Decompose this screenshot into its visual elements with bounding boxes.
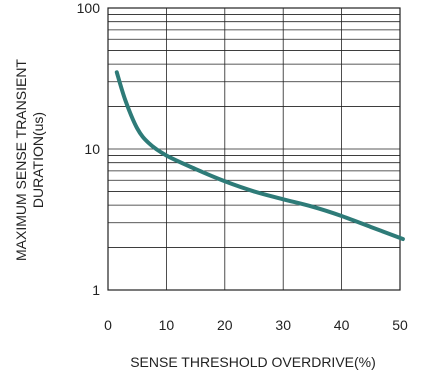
y-tick-label: 1 — [92, 282, 100, 298]
grid-lines — [108, 8, 400, 290]
y-axis-title-line2: DURATION(us) — [30, 112, 46, 208]
x-axis-title: SENSE THRESHOLD OVERDRIVE(%) — [130, 354, 376, 370]
x-tick-label: 40 — [334, 317, 350, 333]
series-line — [114, 70, 405, 241]
x-tick-label: 10 — [159, 317, 175, 333]
plot-frame — [107, 7, 401, 291]
y-tick-label: 100 — [77, 0, 101, 16]
tick-labels: 0 10 20 30 40 50 1 10 100 — [77, 0, 408, 333]
x-tick-label: 30 — [275, 317, 291, 333]
x-tick-label: 20 — [217, 317, 233, 333]
x-tick-label: 0 — [104, 317, 112, 333]
x-tick-label: 50 — [392, 317, 408, 333]
y-axis-title-line1: MAXIMUM SENSE TRANSIENT — [13, 59, 29, 261]
y-tick-label: 10 — [84, 141, 100, 157]
